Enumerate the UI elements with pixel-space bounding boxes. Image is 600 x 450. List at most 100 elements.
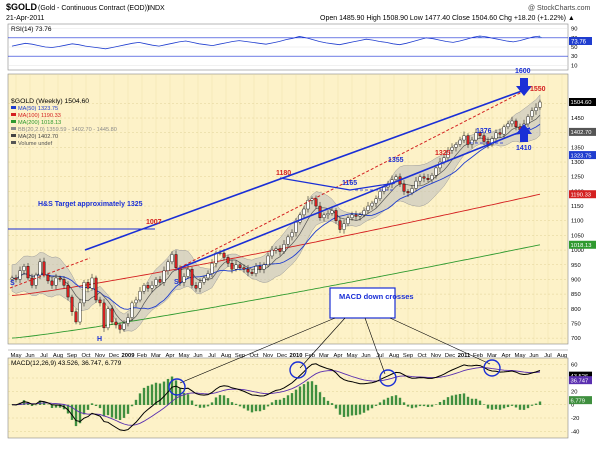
macd-hist-bar [186,394,190,405]
macd-hist-bar [54,404,58,408]
price-right-label: 1504.60 [571,100,592,106]
candle [422,176,426,179]
candle [114,321,118,326]
candle [462,135,466,141]
legend-entry: Volume undef [18,141,53,147]
candle [22,266,26,271]
macd-hist-bar [314,384,318,405]
candle [278,248,282,252]
ma20-line [11,114,541,324]
candle [494,132,498,139]
channel-upper-line [84,87,531,251]
x-axis-label: Nov [95,353,105,359]
candle [330,210,334,214]
x-axis-label: Aug [221,353,231,359]
macd-hist-bar [290,393,294,405]
symbol: $GOLD [6,2,38,12]
x-axis-label: Sep [235,353,245,359]
x-axis-label: Sep [403,353,413,359]
legend-entry: MA(50) 1323.75 [18,106,58,112]
x-axis-label: Dec [445,353,455,359]
macd-hist-bar [502,404,506,409]
macd-hist-bar [422,404,426,407]
macd-hist-bar [362,404,366,413]
macd-hist-bar [50,404,54,408]
macd-hist-bar [498,404,502,410]
price-tick-label: 1000 [571,248,584,254]
candle [30,277,34,286]
cross-circle-2 [289,361,307,379]
candle [70,296,74,312]
candle [286,236,290,245]
macd-hist-bar [206,404,210,407]
candle [254,266,258,274]
macd-hist-bar [198,404,202,408]
macd-hist-bar [114,404,118,419]
stockcharts-logo: @ StockCharts.com [528,5,591,12]
macd-hist-bar [398,397,402,405]
candle [130,302,134,318]
macd-hist-bar [234,403,238,405]
legend-swatch [11,134,16,137]
candle [426,177,430,180]
macd-hist-bar [454,394,458,405]
macd-hist-bar [230,402,234,405]
x-axis-label: Aug [389,353,399,359]
candle [534,107,538,111]
macd-hist-bar [262,404,266,410]
rsi-tick-label: 30 [571,54,577,60]
candle [146,285,150,289]
candle [186,268,190,277]
quote-line: Open 1485.90 High 1508.90 Low 1477.40 Cl… [320,15,575,22]
macd-callout-box [329,287,396,319]
macd-hist-bar [170,376,174,405]
rsi-tick-label: 90 [571,27,577,33]
macd-hist-bar [78,404,82,424]
macd-tick-label: -20 [571,416,579,422]
candle [274,248,278,251]
label-1376: 1376 [476,128,492,135]
candle [230,263,234,270]
x-axis-label: Dec [109,353,119,359]
callout-pointer-4 [389,317,491,365]
candle [62,279,66,286]
macd-hist-bar [414,404,418,408]
callout-pointer-1 [179,317,336,384]
macd-hist-bar [466,396,470,405]
macd-hist-bar [258,404,262,412]
legend-swatch [11,106,16,109]
x-axis-label: Jul [40,353,47,359]
macd-hist-bar [306,381,310,405]
macd-hist-bar [482,404,486,405]
candle [78,302,82,323]
candle [314,198,318,207]
candle [418,176,422,182]
candle [482,135,486,142]
cross-circle-1 [168,378,186,396]
candle [434,167,438,176]
macd-hist-bar [134,399,138,405]
x-axis-label: Apr [333,353,342,359]
macd-hist-bar [302,384,306,405]
x-axis-label: Nov [263,353,273,359]
candle [122,323,126,330]
candle [142,285,146,292]
candle [350,214,354,219]
price-right-label-box [569,240,596,249]
candle [302,208,306,216]
macd-hist-bar [506,404,510,408]
candle [506,123,510,128]
macd-right-label-box [569,371,592,380]
macd-hist-bar [450,395,454,405]
candle [94,277,98,301]
macd-hist-bar [294,389,298,405]
candle [458,139,462,145]
down-arrow-icon [516,78,532,96]
candle [222,252,226,258]
candle [226,257,230,264]
price-tick-label: 1350 [571,145,584,151]
x-axis-label: 2009 [122,353,136,359]
macd-tick-label: 20 [571,389,577,395]
candle [294,222,298,233]
candle [218,252,222,255]
